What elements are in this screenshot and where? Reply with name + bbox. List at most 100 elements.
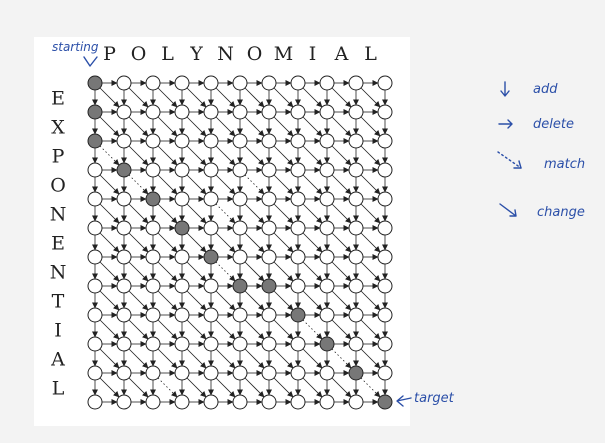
grid-edge — [331, 116, 352, 137]
grid-edge — [157, 87, 178, 108]
match-edge — [331, 348, 352, 369]
grid-edge — [302, 116, 323, 137]
grid-edge — [302, 261, 323, 282]
source-letter: O — [131, 43, 147, 65]
grid-node — [145, 104, 161, 120]
grid-node — [174, 365, 190, 381]
grid-edge — [331, 319, 352, 340]
grid-node — [203, 365, 219, 381]
grid-node — [232, 133, 248, 149]
grid-node — [174, 336, 190, 352]
grid-node — [319, 307, 335, 323]
grid-node — [145, 75, 161, 91]
target-letter: A — [50, 349, 65, 371]
dotted-diagonal-arrow-icon — [497, 151, 522, 169]
path-node — [261, 278, 277, 294]
grid-node — [377, 365, 393, 381]
grid-edge — [186, 87, 207, 108]
grid-edge — [273, 348, 294, 369]
grid-edge — [302, 87, 323, 108]
grid-edge — [302, 377, 323, 398]
grid-node — [377, 249, 393, 265]
source-letter: L — [364, 43, 377, 65]
grid-node — [145, 220, 161, 236]
grid-node — [348, 249, 364, 265]
grid-node — [261, 75, 277, 91]
grid-edge — [331, 174, 352, 195]
grid-node — [145, 162, 161, 178]
source-letter: L — [161, 43, 174, 65]
grid-node — [348, 278, 364, 294]
grid-edge — [186, 203, 207, 224]
grid-node — [348, 104, 364, 120]
grid-node — [116, 365, 132, 381]
grid-node — [203, 278, 219, 294]
grid-node — [145, 249, 161, 265]
grid-node — [319, 220, 335, 236]
grid-node — [145, 394, 161, 410]
legend-label-match: match — [544, 157, 585, 172]
grid-edge — [273, 261, 294, 282]
grid-edge — [331, 145, 352, 166]
grid-node — [348, 336, 364, 352]
grid-node — [377, 336, 393, 352]
grid-edge — [186, 348, 207, 369]
grid-node — [290, 365, 306, 381]
grid-node — [290, 162, 306, 178]
target-annotation: target — [396, 391, 455, 407]
grid-node — [319, 394, 335, 410]
grid-node — [261, 365, 277, 381]
grid-node — [261, 220, 277, 236]
grid-node — [290, 220, 306, 236]
grid-node — [232, 220, 248, 236]
grid-node — [319, 133, 335, 149]
grid-node — [87, 162, 103, 178]
grid-node — [377, 220, 393, 236]
grid-node — [87, 278, 103, 294]
source-letter: P — [103, 43, 116, 65]
grid-node — [348, 191, 364, 207]
grid-edge — [273, 319, 294, 340]
grid-node — [174, 278, 190, 294]
grid-node — [116, 220, 132, 236]
grid-node — [348, 75, 364, 91]
grid-edge — [244, 319, 265, 340]
grid-node — [203, 162, 219, 178]
grid-node — [203, 394, 219, 410]
grid-edge — [186, 174, 207, 195]
target-letter: O — [50, 175, 66, 197]
target-letter: P — [52, 146, 65, 168]
grid-node — [174, 307, 190, 323]
grid-node — [87, 191, 103, 207]
target-letter: E — [51, 233, 65, 255]
grid-edge — [215, 319, 236, 340]
grid-edge — [186, 261, 207, 282]
legend-item-change: change — [499, 203, 585, 220]
grid-node — [232, 191, 248, 207]
grid-edge — [331, 87, 352, 108]
source-letter: M — [274, 43, 293, 65]
source-letter: A — [334, 43, 349, 65]
grid-node — [174, 249, 190, 265]
legend-label-add: add — [533, 82, 558, 97]
grid-edge — [331, 377, 352, 398]
grid-edge — [302, 174, 323, 195]
grid-node — [203, 220, 219, 236]
grid-node — [116, 75, 132, 91]
grid-edge — [360, 116, 381, 137]
grid-edge — [99, 348, 120, 369]
legend: add delete match change — [497, 81, 585, 220]
grid-edge — [128, 203, 149, 224]
grid-edge — [186, 290, 207, 311]
source-letter: Y — [189, 43, 203, 65]
grid-node — [174, 104, 190, 120]
grid-node — [203, 307, 219, 323]
grid-node — [145, 365, 161, 381]
match-edge — [302, 319, 323, 340]
grid-edge — [360, 319, 381, 340]
match-edge — [215, 261, 236, 282]
grid-node — [377, 278, 393, 294]
grid-edge — [157, 174, 178, 195]
grid-edge — [128, 319, 149, 340]
grid-node — [232, 162, 248, 178]
